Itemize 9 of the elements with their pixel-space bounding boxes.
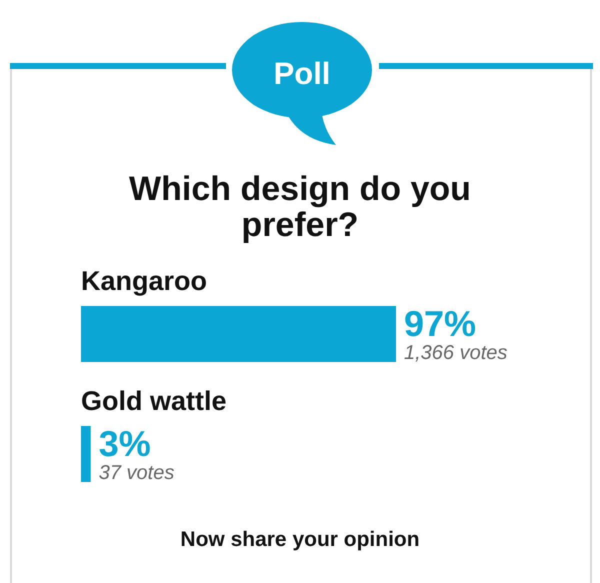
annotation: 1,366 votes — [404, 342, 508, 364]
data-label: 97% — [404, 303, 476, 344]
chart-title: Which design do you prefer? — [129, 170, 471, 244]
annotation: 37 votes — [98, 462, 174, 484]
y-tick-label: Kangaroo — [81, 266, 208, 296]
y-tick-label: Gold wattle — [81, 386, 227, 416]
text: Now share your opinion — [180, 528, 420, 551]
data-label: 3% — [98, 423, 151, 464]
text: Poll — [274, 56, 330, 91]
